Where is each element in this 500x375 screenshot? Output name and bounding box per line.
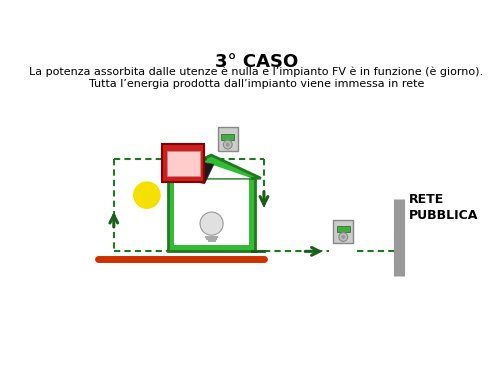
Circle shape (200, 212, 223, 235)
FancyBboxPatch shape (337, 226, 349, 232)
Text: RETE
PUBBLICA: RETE PUBBLICA (408, 193, 478, 222)
Text: La potenza assorbita dalle utenze è nulla e l’impianto FV è in funzione (è giorn: La potenza assorbita dalle utenze è null… (29, 66, 483, 77)
Polygon shape (174, 159, 214, 184)
FancyBboxPatch shape (218, 127, 238, 151)
FancyBboxPatch shape (334, 219, 353, 243)
Polygon shape (162, 155, 261, 178)
Polygon shape (174, 178, 248, 245)
FancyBboxPatch shape (166, 151, 200, 176)
FancyBboxPatch shape (162, 144, 204, 182)
Text: Tutta l’energia prodotta dall’impianto viene immessa in rete: Tutta l’energia prodotta dall’impianto v… (88, 79, 424, 89)
Circle shape (226, 142, 230, 147)
Circle shape (339, 232, 347, 242)
Circle shape (224, 140, 232, 149)
Circle shape (342, 235, 345, 239)
Polygon shape (168, 178, 254, 251)
Polygon shape (171, 164, 252, 178)
FancyBboxPatch shape (222, 134, 234, 140)
Text: 3° CASO: 3° CASO (214, 53, 298, 71)
Circle shape (134, 182, 160, 208)
